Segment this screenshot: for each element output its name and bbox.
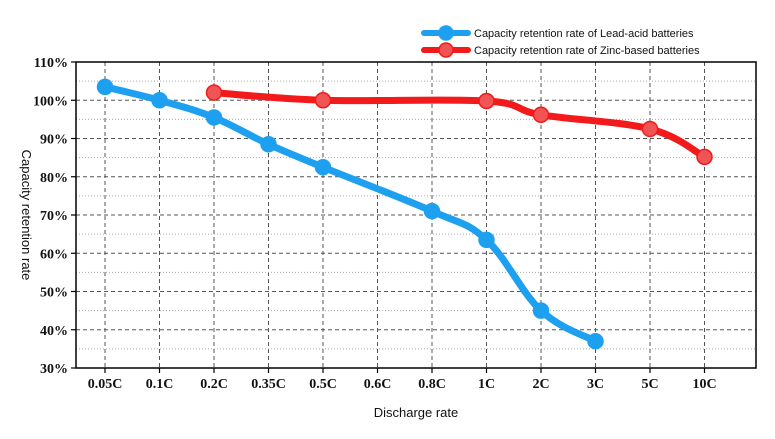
x-tick-label: 0.5C xyxy=(309,377,337,392)
legend-marker xyxy=(438,42,454,58)
data-point xyxy=(151,92,168,109)
y-tick-label: 110% xyxy=(34,56,68,71)
x-tick-label: 0.1C xyxy=(146,377,174,392)
x-tick-label: 0.2C xyxy=(200,377,228,392)
data-point xyxy=(641,120,659,138)
y-tick-label: 100% xyxy=(33,94,68,109)
data-point xyxy=(314,92,332,109)
data-point xyxy=(205,109,223,126)
y-tick-label: 50% xyxy=(40,286,68,301)
y-tick-label: 40% xyxy=(40,324,68,339)
data-point xyxy=(260,135,277,153)
data-point xyxy=(96,78,114,96)
y-tick-label: 80% xyxy=(40,171,68,186)
x-tick-label: 5C xyxy=(641,377,658,392)
legend-label: Capacity retention rate of Zinc-based ba… xyxy=(474,45,700,57)
series-2 xyxy=(205,84,713,166)
legend-marker xyxy=(438,25,454,41)
legend: Capacity retention rate of Lead-acid bat… xyxy=(421,25,700,58)
y-tick-label: 70% xyxy=(40,209,68,224)
y-tick-label: 30% xyxy=(40,362,68,377)
x-tick-label: 10C xyxy=(692,377,716,392)
data-point xyxy=(314,158,332,176)
x-tick-label: 0.05C xyxy=(88,377,123,392)
data-point xyxy=(478,92,495,110)
legend-item: Capacity retention rate of Lead-acid bat… xyxy=(421,25,694,41)
data-point xyxy=(478,231,495,249)
series-1 xyxy=(96,78,604,350)
data-point xyxy=(532,302,550,319)
x-tick-label: 2C xyxy=(532,377,549,392)
x-tick-label: 3C xyxy=(587,377,604,392)
data-point xyxy=(423,202,441,220)
series-line xyxy=(210,89,708,161)
data-point xyxy=(205,84,223,101)
x-tick-label: 1C xyxy=(478,377,495,392)
gridlines xyxy=(76,62,756,368)
y-tick-label: 90% xyxy=(40,133,68,148)
data-point xyxy=(696,148,713,166)
series-group xyxy=(96,78,713,350)
legend-label: Capacity retention rate of Lead-acid bat… xyxy=(474,28,694,40)
series-line xyxy=(101,83,599,345)
legend-item: Capacity retention rate of Zinc-based ba… xyxy=(421,42,700,58)
data-point xyxy=(532,106,550,124)
y-tick-label: 60% xyxy=(40,247,68,262)
data-point xyxy=(587,332,604,350)
x-tick-label: 0.6C xyxy=(364,377,392,392)
x-tick-label: 0.35C xyxy=(251,377,286,392)
x-axis-title: Discharge rate xyxy=(374,405,459,420)
y-axis-title: Capacity retention rate xyxy=(19,150,34,281)
x-tick-label: 0.8C xyxy=(418,377,446,392)
ticks: 30% 40% 50% 60% 70% 80% 90% 100% 110% 0.05C 0.1C 0.… xyxy=(33,56,717,392)
